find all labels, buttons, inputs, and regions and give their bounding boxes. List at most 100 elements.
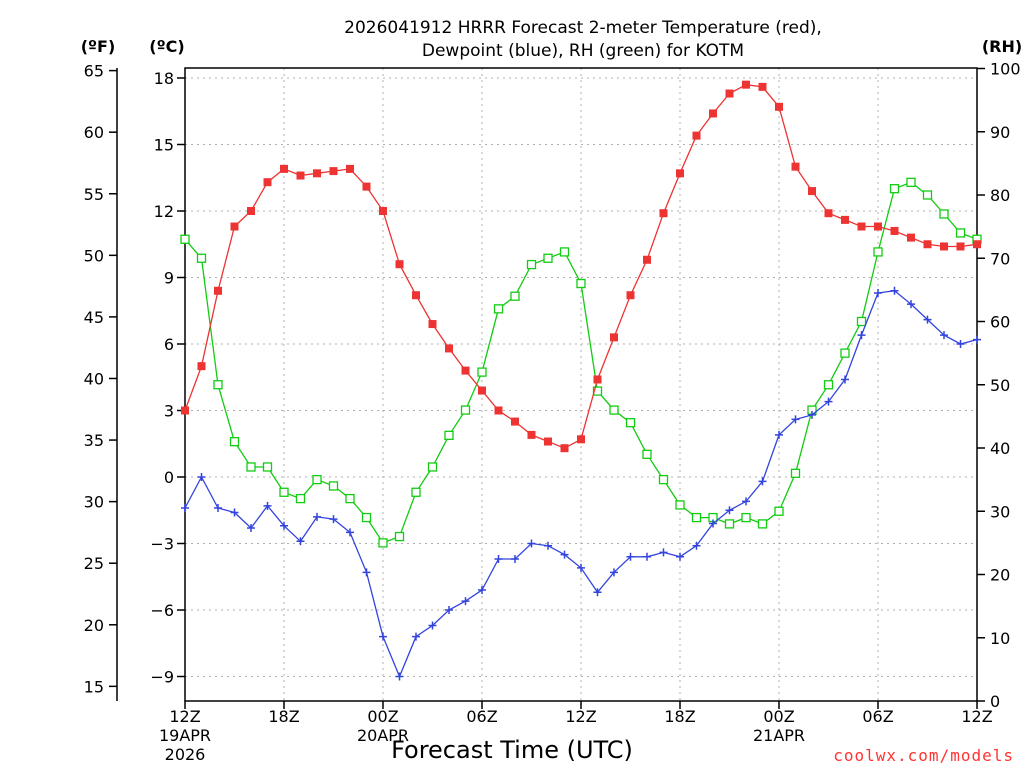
- 2-meter-temperature-point: [643, 255, 651, 264]
- dewpoint-point: [329, 515, 338, 524]
- dewpoint-point: [313, 512, 321, 521]
- 2-meter-temperature-point: [890, 226, 899, 235]
- x-tick-label: 18Z: [664, 707, 695, 726]
- celsius-tick-label: 3: [164, 402, 174, 421]
- rh-unit-label: (RH): [982, 37, 1022, 56]
- dewpoint-point: [692, 541, 701, 550]
- rh-point: [790, 468, 801, 478]
- fahrenheit-tick-label: 35: [84, 431, 104, 450]
- rh-point: [906, 177, 916, 188]
- dewpoint-point: [461, 597, 470, 606]
- rh-point: [345, 493, 355, 504]
- 2-meter-temperature-point: [808, 187, 816, 196]
- dewpoint-point: [709, 519, 717, 528]
- dewpoint-point: [808, 410, 816, 419]
- dewpoint-point: [857, 331, 866, 340]
- dewpoint-point: [758, 477, 767, 486]
- dewpoint-point: [659, 548, 668, 557]
- x-tick-label: 18Z: [268, 707, 299, 726]
- 2-meter-temperature-point: [478, 386, 486, 395]
- 2-meter-temperature-point: [544, 437, 552, 446]
- rh-point: [279, 487, 289, 497]
- dewpoint-point: [890, 286, 899, 295]
- rh-point: [394, 531, 405, 542]
- dewpoint-point: [824, 397, 833, 406]
- dewpoint-point: [478, 586, 486, 595]
- 2-meter-temperature-point: [841, 215, 849, 224]
- dewpoint-point: [544, 541, 552, 550]
- celsius-tick-label: −6: [150, 601, 174, 620]
- dewpoint-point: [907, 300, 915, 309]
- 2-meter-temperature-point: [775, 102, 783, 111]
- rh-point: [295, 493, 306, 504]
- 2-meter-temperature-point: [577, 435, 585, 444]
- 2-meter-temperature-point: [923, 240, 932, 249]
- series-layer: [180, 80, 982, 681]
- dewpoint-point: [379, 632, 387, 641]
- rh-tick-label: 60: [990, 313, 1010, 332]
- fahrenheit-tick-label: 20: [84, 616, 104, 635]
- rh-point: [262, 462, 273, 472]
- dewpoint-point: [214, 504, 222, 513]
- rh-point: [180, 234, 190, 244]
- fahrenheit-tick-label: 40: [84, 369, 104, 388]
- 2-meter-temperature-point: [428, 320, 437, 329]
- fahrenheit-tick-label: 45: [84, 308, 104, 327]
- x-date-label: 21APR: [753, 726, 805, 745]
- dewpoint-point: [511, 555, 519, 564]
- 2-meter-temperature-point: [395, 260, 404, 269]
- rh-point: [460, 405, 471, 415]
- 2-meter-temperature-point: [329, 167, 338, 176]
- 2-meter-temperature-point: [296, 171, 305, 180]
- dewpoint-point: [263, 501, 272, 510]
- rh-point: [477, 367, 487, 377]
- rh-point: [229, 437, 240, 447]
- celsius-tick-label: 6: [164, 335, 174, 354]
- x-date-label: 20APR: [357, 726, 409, 745]
- 2-meter-temperature-point: [214, 286, 222, 295]
- celsius-tick-label: 9: [164, 269, 174, 288]
- rh-tick-label: 0: [990, 692, 1000, 711]
- rh-point: [823, 380, 834, 390]
- x-tick-label: 12Z: [169, 707, 200, 726]
- 2-meter-temperature-point: [874, 222, 882, 231]
- fahrenheit-unit-label: (ºF): [81, 37, 116, 56]
- rh-point: [576, 278, 586, 289]
- rh-point: [411, 487, 421, 497]
- rh-point: [724, 519, 735, 529]
- rh-point: [840, 348, 850, 358]
- x-date-label: 19APR: [159, 726, 211, 745]
- 2-meter-temperature-point: [280, 164, 288, 173]
- fahrenheit-tick-label: 30: [84, 493, 104, 512]
- dewpoint-point: [593, 588, 602, 597]
- 2-meter-temperature-point: [709, 109, 717, 118]
- x-tick-label: 00Z: [763, 707, 794, 726]
- rh-point: [658, 474, 669, 485]
- rh-point: [543, 253, 553, 263]
- rh-tick-label: 50: [990, 376, 1010, 395]
- dewpoint-point: [791, 415, 800, 424]
- 2-meter-temperature-point: [676, 169, 684, 178]
- grid-layer: [185, 68, 977, 701]
- celsius-unit-label: (ºC): [149, 37, 184, 56]
- x-tick-label: 12Z: [565, 707, 596, 726]
- rh-point: [510, 291, 520, 301]
- celsius-tick-label: 15: [154, 136, 174, 155]
- dewpoint-point: [940, 331, 948, 340]
- 2-meter-temperature-point: [379, 207, 387, 215]
- celsius-tick-label: 0: [164, 468, 174, 487]
- fahrenheit-tick-label: 65: [84, 62, 104, 81]
- 2-meter-temperature-point: [362, 182, 371, 191]
- source-credit: coolwx.com/models: [833, 746, 1014, 765]
- dewpoint-point: [445, 606, 453, 614]
- chart-title-line1: 2026041912 HRRR Forecast 2-meter Tempera…: [344, 18, 822, 38]
- dewpoint-point: [643, 552, 651, 561]
- rh-point: [312, 474, 322, 485]
- 2-meter-temperature-point: [445, 344, 453, 353]
- tick-layer: 1815129630−3−6−9656055504540353025201510…: [84, 60, 1021, 765]
- rh-point: [955, 228, 966, 238]
- 2-meter-temperature-point: [412, 291, 420, 300]
- fahrenheit-tick-label: 60: [84, 123, 104, 142]
- dewpoint-point: [395, 672, 404, 681]
- rh-point: [675, 500, 685, 510]
